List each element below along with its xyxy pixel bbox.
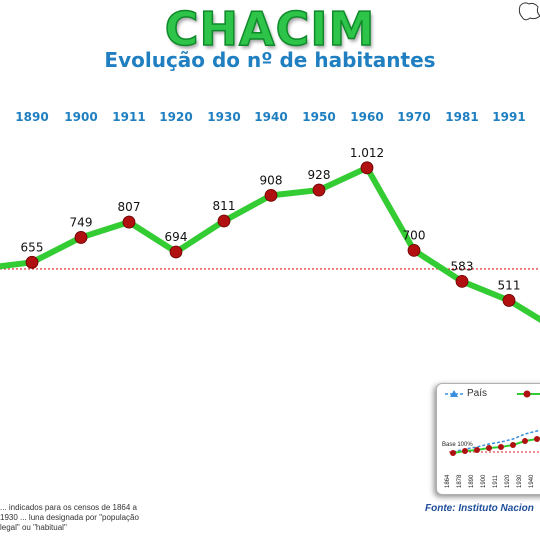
inset-data-point: [510, 442, 516, 448]
inset-data-point: [522, 438, 528, 444]
data-point: [25, 255, 39, 269]
data-label: 1.012: [350, 146, 384, 160]
x-tick-label: 1970: [397, 110, 430, 124]
data-point: [312, 183, 326, 197]
inset-data-point: [534, 436, 540, 442]
data-point: [502, 294, 516, 307]
inset-year-labels: 1864187818901900191119201930194019501960: [445, 474, 535, 488]
inset-year-label: 1890: [469, 474, 475, 488]
inset-legend-pais-marker: [445, 390, 463, 397]
data-point: [169, 245, 183, 259]
chart-title: CHACIM: [164, 1, 376, 57]
x-tick-label: 1940: [254, 110, 287, 124]
x-tick-label: 1991: [492, 110, 525, 124]
footnote: ... indicados para os censos de 1864 a 1…: [0, 503, 139, 532]
data-point: [264, 188, 278, 202]
x-tick-label: 1981: [445, 110, 478, 124]
inset-year-label: 1911: [493, 474, 499, 488]
source-note: Fonte: Instituto Nacion: [425, 503, 534, 514]
data-label: 694: [165, 230, 188, 244]
x-tick-label: 1911: [112, 110, 145, 124]
x-tick-label: 1890: [15, 110, 48, 124]
inset-markers: [450, 436, 540, 456]
x-tick-label: 1930: [207, 110, 240, 124]
inset-data-point: [474, 447, 480, 453]
data-label: 700: [403, 228, 426, 242]
inset-plot: 1864187818901900191119201930194019501960: [445, 390, 540, 488]
inset-year-label: 1864: [445, 474, 451, 488]
inset-pais-series: [452, 429, 540, 453]
x-tick-label: 1960: [350, 110, 383, 124]
inset-data-point: [450, 450, 456, 456]
inset-year-label: 1878: [457, 474, 463, 488]
inset-data-point: [498, 444, 504, 450]
map-outline-icon: [518, 2, 540, 21]
inset-legend-pais: País: [467, 388, 488, 399]
x-tick-label: 1900: [64, 110, 97, 124]
data-point: [455, 274, 469, 288]
data-point: [360, 161, 374, 175]
data-label: 811: [213, 199, 236, 213]
inset-base-label: Base 100%: [442, 442, 473, 448]
inset-year-label: 1920: [505, 474, 511, 488]
inset-legend-local-marker: [517, 390, 540, 398]
data-label: 928: [308, 168, 331, 182]
inset-year-label: 1900: [481, 474, 487, 488]
data-point: [407, 244, 421, 257]
x-tick-label: 1950: [302, 110, 335, 124]
inset-data-point: [462, 448, 468, 454]
data-label: 511: [498, 278, 521, 292]
inset-data-point: [486, 445, 492, 451]
data-label: 749: [70, 215, 93, 229]
inset-year-label: 1940: [529, 474, 535, 488]
data-point: [74, 231, 88, 244]
data-label: 655: [21, 240, 44, 254]
data-label: 807: [118, 200, 141, 214]
x-tick-label: 1920: [159, 110, 192, 124]
inset-chart: 1864187818901900191119201930194019501960…: [436, 383, 540, 495]
data-point: [217, 214, 231, 228]
data-label: 583: [451, 259, 474, 273]
data-label: 908: [260, 173, 283, 187]
data-point: [122, 215, 136, 229]
inset-year-label: 1930: [517, 474, 523, 488]
chart-subtitle: Evolução do nº de habitantes: [104, 48, 436, 72]
